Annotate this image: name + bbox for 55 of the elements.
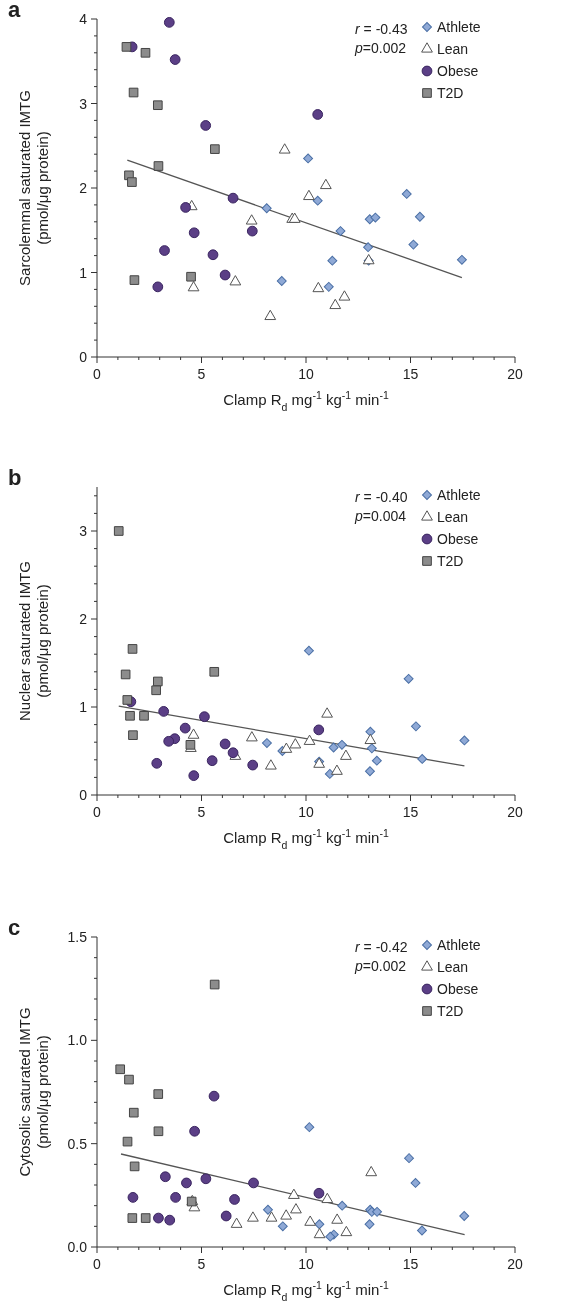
y-tick-label: 4 [79, 11, 88, 27]
legend-label: Lean [437, 41, 469, 57]
legend-label: Obese [437, 63, 479, 79]
chart-title: b [8, 465, 22, 490]
x-tick-label: 10 [298, 366, 314, 382]
x-tick-label: 5 [197, 1256, 206, 1272]
annotation: p=0.002 [354, 958, 407, 974]
x-axis-title: Clamp R$_{d}$ mg$^{-1}$ kg$^{-1}$ min$^{-1}$ [223, 389, 389, 413]
annotation: p=0.004 [354, 508, 407, 524]
y-tick-label: 0 [79, 349, 88, 365]
y-tick-label: 1.5 [67, 929, 88, 945]
legend-label: Lean [437, 509, 469, 525]
legend-label: T2D [437, 85, 464, 101]
x-tick-label: 5 [197, 804, 206, 820]
y-axis-title: Sarcolemmal saturated IMTG (pmol/μg protein) [16, 90, 51, 286]
y-tick-label: 2 [79, 180, 88, 196]
x-tick-label: 20 [507, 366, 523, 382]
x-tick-label: 10 [298, 1256, 314, 1272]
x-tick-label: 15 [402, 366, 419, 382]
legend-label: Obese [437, 531, 479, 547]
chart-title: a [8, 0, 21, 22]
x-tick-label: 5 [197, 366, 206, 382]
y-tick-label: 0.5 [67, 1135, 88, 1152]
y-tick-label: 3 [79, 523, 88, 539]
y-tick-label: 1 [79, 264, 88, 281]
x-tick-label: 15 [402, 804, 419, 820]
annotation: r = -0.40 [355, 489, 408, 505]
y-axis-title: Cytosolic saturated IMTG (pmol/μg protein) [16, 1007, 51, 1177]
x-tick-label: 10 [298, 804, 314, 820]
chart-title: c [8, 915, 21, 940]
legend-label: T2D [437, 1003, 464, 1019]
legend-label: Athlete [437, 487, 481, 503]
y-tick-label: 0 [79, 787, 88, 803]
x-tick-label: 15 [402, 1256, 419, 1272]
annotation: p=0.002 [354, 40, 407, 56]
x-tick-label: 0 [93, 366, 102, 382]
y-tick-label: 1 [79, 699, 88, 715]
annotation: r = -0.42 [355, 939, 408, 955]
x-tick-label: 20 [507, 1256, 523, 1272]
legend-label: Athlete [437, 937, 481, 953]
annotation: r = -0.43 [355, 21, 408, 37]
legend-label: Athlete [437, 19, 481, 35]
x-tick-label: 0 [93, 804, 102, 820]
legend-label: Lean [437, 959, 469, 975]
legend-label: Obese [437, 981, 479, 997]
y-tick-label: 2 [79, 611, 88, 627]
y-tick-label: 3 [79, 95, 88, 112]
x-axis-title: Clamp R$_{d}$ mg$^{-1}$ kg$^{-1}$ min$^{-1}$ [223, 1279, 389, 1303]
legend-label: T2D [437, 553, 464, 569]
y-tick-label: 0.0 [67, 1239, 88, 1255]
y-tick-label: 1.0 [67, 1032, 88, 1049]
x-tick-label: 0 [93, 1256, 102, 1272]
x-axis-title: Clamp R$_{d}$ mg$^{-1}$ kg$^{-1}$ min$^{-1}$ [223, 827, 389, 851]
x-tick-label: 20 [507, 804, 523, 820]
y-axis-title: Nuclear saturated IMTG (pmol/μg protein) [16, 560, 51, 722]
